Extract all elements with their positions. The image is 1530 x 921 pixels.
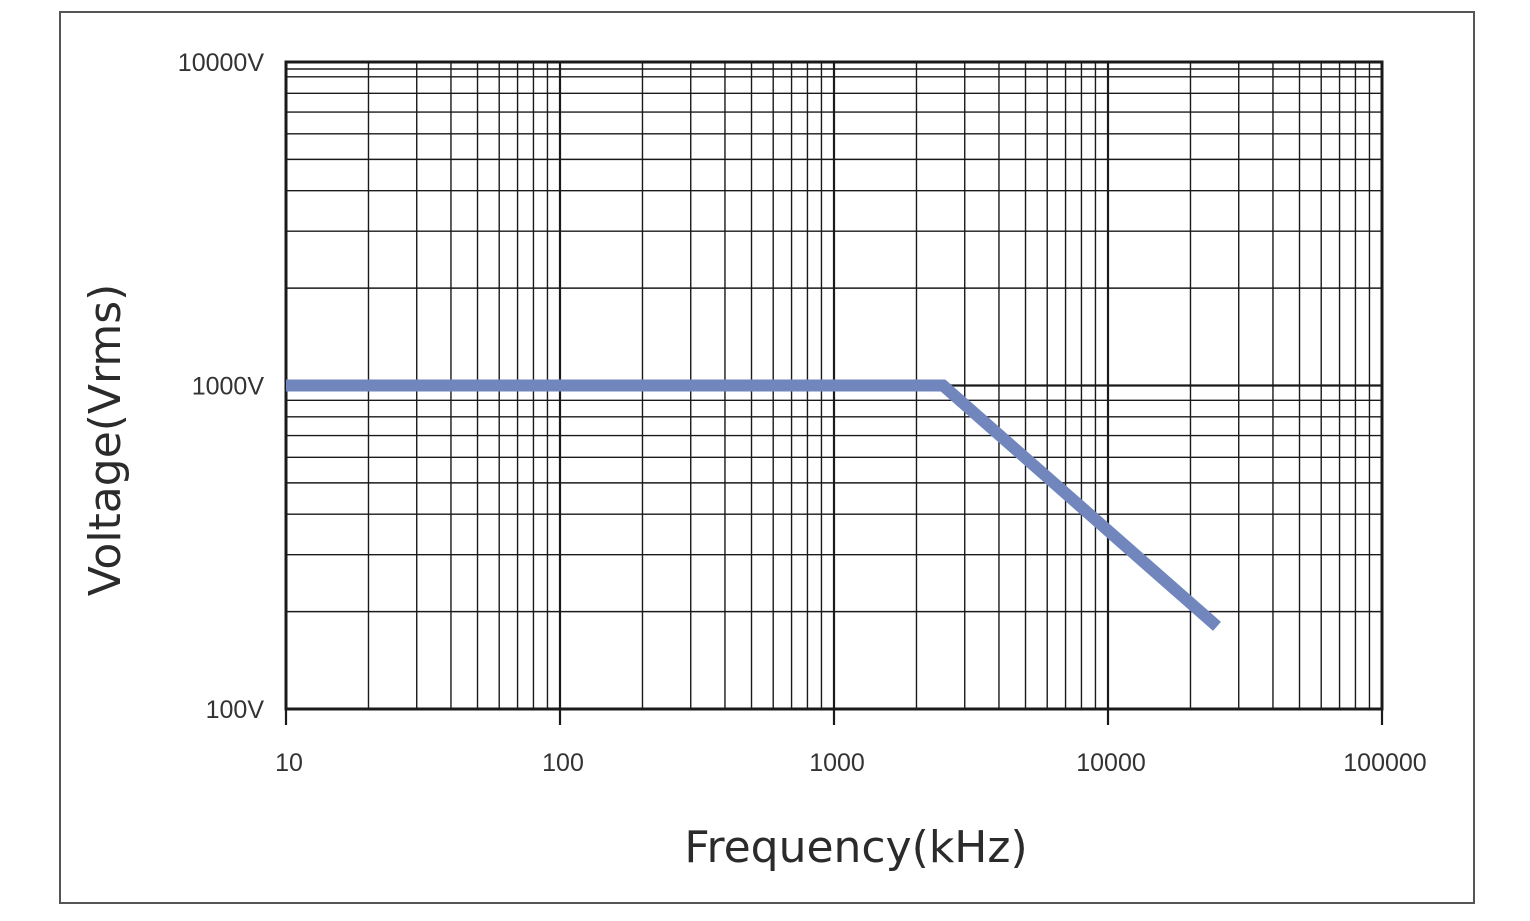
x-axis-title: Frequency(kHz) — [684, 822, 1027, 873]
x-tick-label: 100000 — [1343, 749, 1426, 777]
x-tick-label: 1000 — [809, 749, 865, 777]
y-axis-title: Voltage(Vrms) — [80, 284, 131, 597]
x-tick-label: 10 — [275, 749, 303, 777]
x-axis-ticks — [284, 709, 1384, 725]
voltage-series-line — [286, 379, 1221, 631]
y-axis-tick-labels: 100V 1000V 10000V — [178, 49, 265, 724]
y-tick-label: 10000V — [178, 49, 265, 77]
y-tick-label: 1000V — [192, 373, 265, 401]
chart-frame — [59, 11, 1475, 904]
x-axis-tick-labels: 10 100 1000 10000 100000 — [275, 749, 1427, 777]
series-layer — [286, 379, 1221, 631]
x-tick-label: 10000 — [1076, 749, 1146, 777]
x-tick-label: 100 — [542, 749, 584, 777]
y-tick-label: 100V — [206, 696, 265, 724]
